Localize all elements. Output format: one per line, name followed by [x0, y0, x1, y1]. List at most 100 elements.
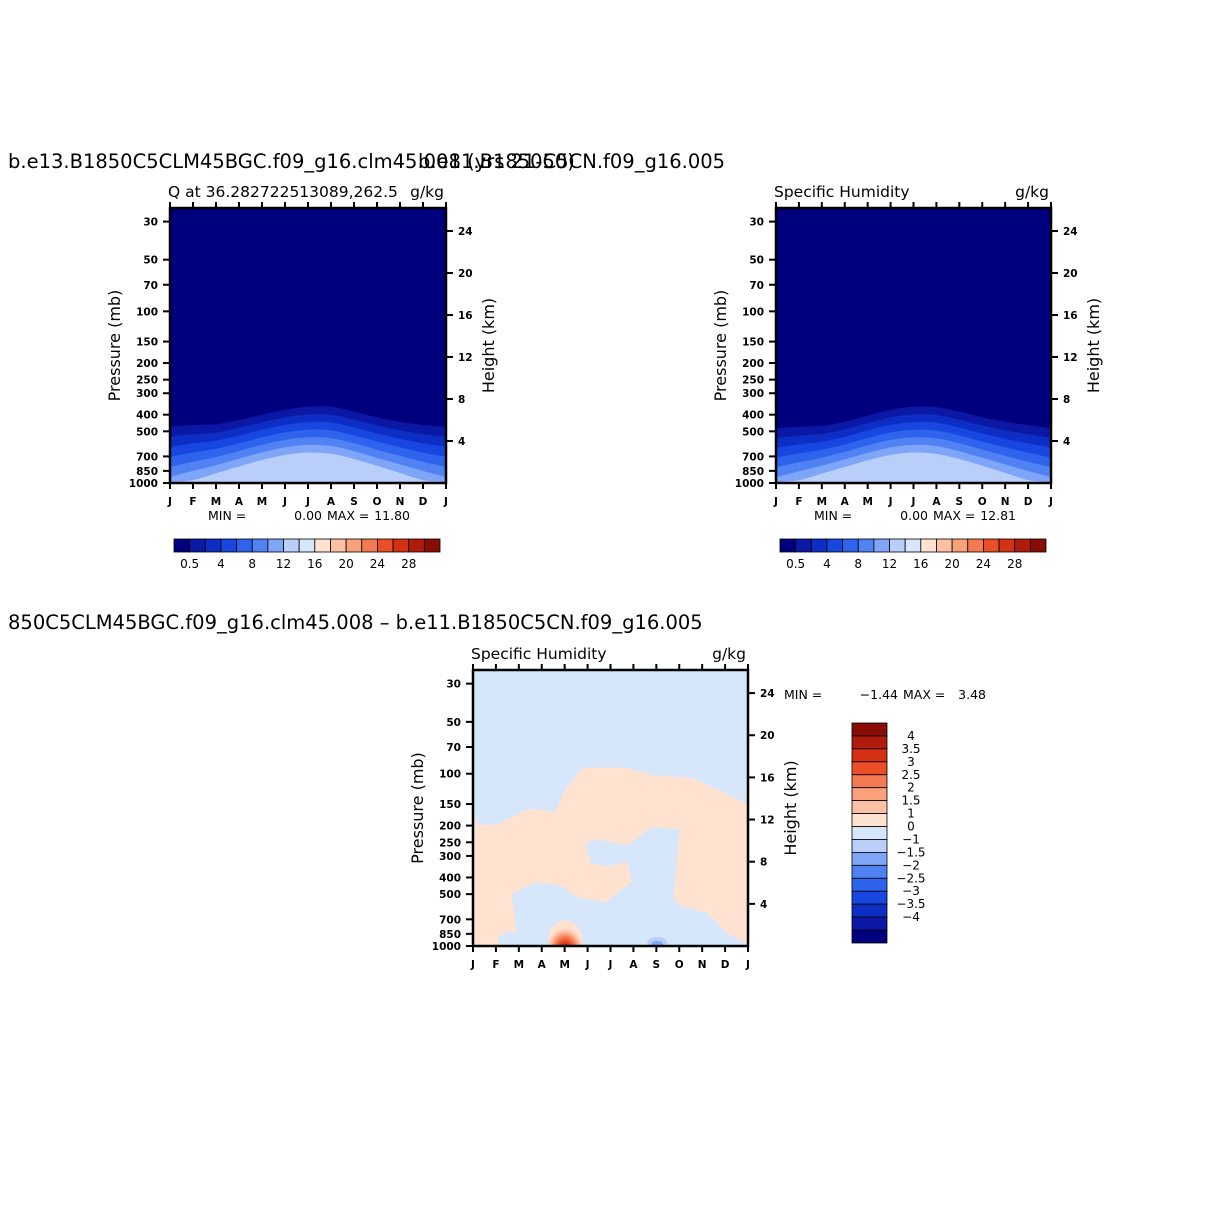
colorbar-swatch	[873, 538, 890, 553]
panel-units: g/kg	[1015, 183, 1049, 201]
colorbar-swatch	[851, 735, 888, 750]
colorbar-swatch	[920, 538, 937, 553]
x-tick-label: A	[629, 959, 638, 971]
colorbar-swatch	[1029, 538, 1047, 553]
colorbar-swatch	[314, 538, 331, 553]
y-axis-label: Pressure (mb)	[711, 290, 730, 402]
y-tick-label: 500	[136, 426, 158, 438]
max-value: 12.81	[980, 508, 1016, 523]
colorbar-label: 20	[338, 557, 353, 571]
y-tick-label: 1000	[129, 478, 158, 490]
y2-tick-label: 8	[1063, 394, 1070, 406]
colorbar-swatch	[361, 538, 378, 553]
y-tick-label: 400	[742, 410, 764, 422]
x-tick-label: A	[932, 496, 941, 508]
colorbar-label: 0.5	[180, 557, 199, 571]
y-axis-label: Pressure (mb)	[408, 752, 427, 864]
y-tick-label: 250	[136, 375, 158, 387]
x-tick-label: J	[305, 496, 310, 508]
min-value: 0.00	[900, 508, 928, 523]
humidity-field	[776, 208, 1051, 483]
colorbar: 0.5 4 8 12 16 20 24 28	[173, 538, 441, 571]
colorbar-swatch	[851, 800, 888, 814]
y-tick-label: 30	[143, 217, 158, 229]
y-tick-label: 50	[749, 255, 764, 267]
colorbar-label: 16	[307, 557, 322, 571]
x-tick-label: O	[978, 496, 987, 508]
colorbar-label: 8	[854, 557, 862, 571]
x-tick-label: J	[443, 496, 448, 508]
colorbar-swatch	[857, 538, 875, 553]
x-tick-label: J	[773, 496, 778, 508]
colorbar-swatch	[967, 538, 984, 553]
colorbar-label: −3	[902, 884, 920, 898]
x-tick-label: D	[721, 959, 730, 971]
colorbar-swatch	[173, 538, 191, 553]
y2-tick-label: 4	[1063, 436, 1070, 448]
y2-tick-label: 20	[1063, 268, 1078, 280]
x-tick-label: A	[327, 496, 336, 508]
colorbar-label: 3	[907, 755, 915, 769]
y2-tick-label: 12	[760, 815, 775, 827]
y-tick-label: 100	[742, 306, 764, 318]
x-tick-label: M	[862, 496, 872, 508]
panel-title: Q at 36.282722513089,262.5	[168, 183, 398, 201]
colorbar-swatch	[998, 538, 1016, 553]
colorbar-swatch	[851, 877, 888, 892]
x-tick-label: O	[373, 496, 382, 508]
y-tick-label: 70	[749, 280, 764, 292]
positive-maximum	[548, 920, 583, 946]
y-tick-label: 50	[446, 717, 461, 729]
colorbar-swatch	[251, 538, 269, 553]
colorbar-swatch	[408, 538, 425, 553]
colorbar-swatch	[851, 929, 888, 944]
colorbar-label: −4	[902, 910, 920, 924]
colorbar-swatch	[267, 538, 284, 553]
y-tick-label: 850	[439, 929, 461, 941]
x-tick-label: M	[817, 496, 827, 508]
colorbar-label: 0	[907, 820, 915, 834]
colorbar-label: −3.5	[896, 897, 925, 911]
case-title-right: b.e11.B1850C5CN.f09_g16.005	[418, 150, 725, 173]
colorbar: 43.532.521.510−1−1.5−2−2.5−3−3.5−4	[851, 722, 926, 944]
y-tick-label: 850	[136, 466, 158, 478]
y2-axis-label: Height (km)	[781, 760, 800, 855]
x-tick-label: S	[350, 496, 358, 508]
colorbar-label: −2.5	[896, 871, 925, 885]
positive-region	[473, 767, 748, 946]
min-label: MIN =	[814, 508, 852, 523]
y-tick-label: 300	[742, 388, 764, 400]
panel-units: g/kg	[410, 183, 444, 201]
colorbar-swatch	[283, 538, 300, 553]
max-label: MAX =	[327, 508, 369, 523]
x-tick-label: D	[1024, 496, 1033, 508]
x-tick-label: F	[492, 959, 499, 971]
colorbar-swatch	[779, 538, 797, 553]
diff-title: 850C5CLM45BGC.f09_g16.clm45.008 – b.e11.…	[8, 611, 703, 634]
colorbar-label: 16	[913, 557, 928, 571]
x-tick-label: D	[419, 496, 428, 508]
min-value: −1.44	[860, 687, 898, 702]
panel-title: Specific Humidity	[774, 183, 910, 201]
colorbar-swatch	[826, 538, 843, 553]
colorbar-label: 24	[370, 557, 385, 571]
colorbar-swatch	[851, 748, 888, 763]
colorbar-swatch	[189, 538, 206, 553]
x-tick-label: M	[559, 959, 569, 971]
colorbar-swatch	[810, 538, 828, 553]
x-tick-label: J	[745, 959, 750, 971]
colorbar-swatch	[851, 826, 888, 840]
control-panel: J F M A M J J A S O N D J305070100150200250300400500…	[711, 183, 1103, 571]
y-tick-label: 250	[742, 375, 764, 387]
colorbar-label: 3.5	[901, 742, 920, 756]
x-tick-label: N	[1001, 496, 1010, 508]
negative-patch	[651, 940, 664, 946]
colorbar-label: 1	[907, 807, 915, 821]
y-tick-label: 300	[136, 388, 158, 400]
x-tick-label: J	[470, 959, 475, 971]
y-tick-label: 250	[439, 837, 461, 849]
y2-tick-label: 20	[458, 268, 473, 280]
colorbar-swatch	[851, 813, 888, 827]
x-tick-label: M	[257, 496, 267, 508]
